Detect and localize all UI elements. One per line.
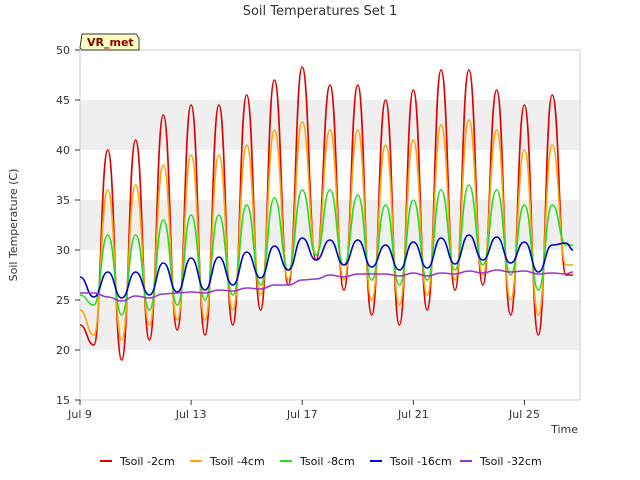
y-axis-label: Soil Temperature (C) — [7, 169, 20, 282]
y-tick-label: 30 — [56, 244, 70, 257]
x-tick-label: Jul 17 — [286, 408, 318, 421]
x-tick-label: Jul 13 — [175, 408, 207, 421]
legend-label: Tsoil -16cm — [389, 455, 452, 468]
y-tick-label: 45 — [56, 94, 70, 107]
y-tick-label: 50 — [56, 44, 70, 57]
legend-item: Tsoil -32cm — [460, 455, 542, 468]
grid-band — [80, 300, 580, 350]
legend-label: Tsoil -2cm — [119, 455, 175, 468]
legend-item: Tsoil -2cm — [100, 455, 175, 468]
series-line-tsoil-4cm — [79, 119, 574, 341]
chart-title: Soil Temperatures Set 1 — [243, 4, 398, 19]
station-badge-label: VR_met — [87, 36, 134, 49]
x-tick-label: Jul 9 — [67, 408, 92, 421]
series-line-tsoil-2cm — [79, 66, 574, 361]
series-line-tsoil-32cm — [79, 269, 574, 302]
legend-item: Tsoil -8cm — [280, 455, 355, 468]
legend: Tsoil -2cm Tsoil -4cm Tsoil -8cm Tsoil -16c… — [100, 455, 542, 468]
y-tick-label: 15 — [56, 394, 70, 407]
y-axis-ticks: 15 20 25 30 35 40 45 50 — [56, 44, 80, 407]
legend-label: Tsoil -8cm — [299, 455, 355, 468]
x-axis-ticks: Jul 9 Jul 13 Jul 17 Jul 21 Jul 25 — [67, 400, 540, 421]
legend-item: Tsoil -16cm — [370, 455, 452, 468]
legend-label: Tsoil -32cm — [479, 455, 542, 468]
series-line-tsoil-16cm — [79, 234, 574, 299]
x-tick-label: Jul 25 — [508, 408, 540, 421]
station-badge: VR_met — [79, 33, 140, 51]
legend-item: Tsoil -4cm — [190, 455, 265, 468]
y-tick-label: 25 — [56, 294, 70, 307]
series-layer — [79, 66, 574, 361]
grid-bands — [80, 50, 580, 400]
x-tick-label: Jul 21 — [397, 408, 429, 421]
grid-band — [80, 100, 580, 150]
y-tick-label: 40 — [56, 144, 70, 157]
series-line-tsoil-8cm — [79, 184, 574, 316]
y-tick-label: 20 — [56, 344, 70, 357]
x-axis-label: Time — [550, 423, 578, 436]
plot-frame — [79, 49, 581, 401]
grid-band — [80, 200, 580, 250]
legend-label: Tsoil -4cm — [209, 455, 265, 468]
y-tick-label: 35 — [56, 194, 70, 207]
